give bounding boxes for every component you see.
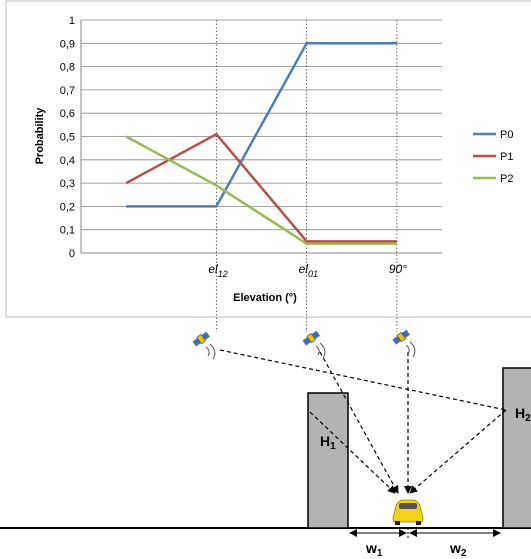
y-tick-label: 0,5 bbox=[60, 132, 75, 144]
y-tick-label: 0,2 bbox=[60, 201, 75, 213]
satellite-signal-1 bbox=[205, 343, 216, 360]
y-tick-label: 1 bbox=[69, 15, 75, 27]
car-icon bbox=[392, 499, 424, 525]
y-tick-label: 0,3 bbox=[60, 178, 75, 190]
legend-label-P2: P2 bbox=[500, 173, 513, 185]
signal-paths bbox=[219, 349, 507, 494]
reflected-ray-2 bbox=[309, 411, 396, 494]
legend: P0 P1 P2 bbox=[473, 129, 513, 185]
reflected-ray-1 bbox=[409, 409, 507, 494]
y-tick-label: 0,6 bbox=[60, 108, 75, 120]
w2-label: w2 bbox=[449, 540, 467, 559]
satellite-icon bbox=[302, 330, 320, 346]
satellite-icon bbox=[192, 331, 210, 347]
series-line-P2 bbox=[125, 135, 397, 245]
y-axis-label: Probability bbox=[34, 107, 46, 165]
x-tick-label: 90° bbox=[389, 262, 407, 276]
y-tick-label: 0,4 bbox=[60, 155, 75, 167]
satellite-signal-3 bbox=[405, 341, 416, 358]
x-tick-label: el12 bbox=[208, 262, 227, 279]
building-h2 bbox=[502, 367, 531, 529]
building-h2-label: H2 bbox=[515, 405, 531, 424]
building-h1 bbox=[307, 392, 349, 529]
x-axis-label: Elevation (°) bbox=[233, 292, 297, 304]
legend-label-P1: P1 bbox=[500, 151, 513, 163]
legend-label-P0: P0 bbox=[500, 129, 513, 141]
y-tick-label: 0,8 bbox=[60, 62, 75, 74]
y-tick-label: 0,1 bbox=[60, 225, 75, 237]
satellite-signal-2 bbox=[315, 342, 326, 359]
w1-label: w1 bbox=[365, 540, 383, 559]
chart-frame bbox=[5, 0, 531, 318]
satellite-icon bbox=[392, 329, 410, 345]
y-tick-label: 0 bbox=[69, 248, 75, 260]
width-markers bbox=[349, 528, 501, 540]
x-tick-label: el01 bbox=[299, 262, 318, 279]
direct-ray-1 bbox=[219, 349, 507, 411]
building-h1-label: H1 bbox=[320, 433, 336, 452]
y-tick-label: 0,7 bbox=[60, 85, 75, 97]
series-line-P1 bbox=[125, 132, 397, 243]
plot-area: 0 0,1 0,2 0,3 0,4 0,5 0,6 0,7 0,8 0,9 1 el12 el01 90° bbox=[60, 15, 442, 332]
series-line-P0 bbox=[126, 42, 397, 208]
y-tick-label: 0,9 bbox=[60, 38, 75, 50]
direct-ray-2 bbox=[319, 351, 399, 494]
